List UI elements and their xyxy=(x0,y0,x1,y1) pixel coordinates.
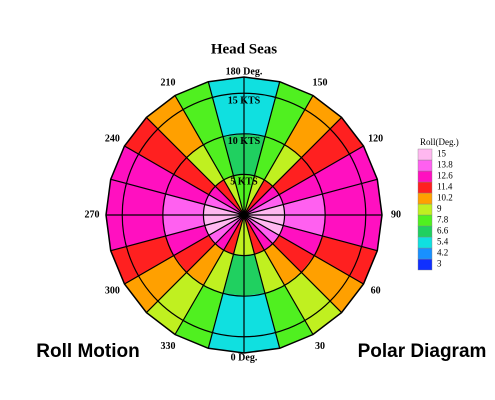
corner-label: Polar Diagram xyxy=(358,341,487,362)
spoke xyxy=(145,214,245,314)
legend-label: 6.6 xyxy=(437,226,449,236)
legend-swatch xyxy=(417,148,433,161)
angle-label: 330 xyxy=(161,341,176,352)
legend-swatch xyxy=(417,170,433,183)
spoke xyxy=(110,214,245,252)
spoke xyxy=(174,95,245,216)
spoke xyxy=(243,116,343,216)
legend-label: 12.6 xyxy=(437,171,453,181)
legend-label: 7.8 xyxy=(437,215,449,225)
angle-label: 270 xyxy=(85,209,100,220)
legend-swatch xyxy=(417,225,433,238)
legend-label: 9 xyxy=(437,204,442,214)
spoke xyxy=(145,116,245,216)
spoke xyxy=(124,145,245,216)
angle-label: 30 xyxy=(315,341,325,352)
ring-grid xyxy=(202,173,286,257)
spoke xyxy=(243,214,343,314)
legend-label: 3 xyxy=(437,259,442,269)
angle-label: 0 Deg. xyxy=(231,352,258,363)
legend-swatch xyxy=(417,181,433,194)
spoke xyxy=(243,178,378,216)
angle-label: 150 xyxy=(313,78,328,89)
angle-label: 120 xyxy=(368,133,383,144)
ring-label: 10 KTS xyxy=(228,136,261,147)
angle-label: 240 xyxy=(105,133,120,144)
angle-label: 90 xyxy=(391,209,401,220)
legend-swatch xyxy=(417,192,433,205)
angle-label: 300 xyxy=(105,285,120,296)
spoke xyxy=(124,214,245,285)
ring-grid xyxy=(162,133,326,297)
legend-label: 10.2 xyxy=(437,193,453,203)
angle-label: 210 xyxy=(161,78,176,89)
legend-swatch xyxy=(417,203,433,216)
legend-swatch xyxy=(417,258,433,271)
spoke xyxy=(207,81,245,216)
legend-swatch xyxy=(417,214,433,227)
legend-title: Roll(Deg.) xyxy=(420,137,459,147)
ring-label: 5 KTS xyxy=(230,177,258,188)
angle-label: 60 xyxy=(371,285,381,296)
legend-label: 11.4 xyxy=(437,182,453,192)
legend-swatch xyxy=(417,159,433,172)
spoke xyxy=(243,214,364,285)
spoke xyxy=(243,214,281,349)
spoke xyxy=(243,145,364,216)
angle-label: 180 Deg. xyxy=(226,66,263,77)
chart-title: Head Seas xyxy=(211,41,277,57)
legend-swatch xyxy=(417,247,433,260)
spoke xyxy=(243,214,378,252)
spoke xyxy=(243,214,314,335)
spoke xyxy=(174,214,245,335)
spoke xyxy=(110,178,245,216)
spoke xyxy=(207,214,245,349)
legend-label: 5.4 xyxy=(437,237,449,247)
spoke xyxy=(243,95,314,216)
spoke xyxy=(243,81,281,216)
ring-grid xyxy=(121,92,367,338)
legend-label: 15 xyxy=(437,149,447,159)
legend-label: 4.2 xyxy=(437,248,448,258)
legend-swatch xyxy=(417,236,433,249)
ring-label: 15 KTS xyxy=(228,96,261,107)
corner-label: Roll Motion xyxy=(36,341,139,362)
outer-border xyxy=(105,76,383,354)
legend-label: 13.8 xyxy=(437,160,453,170)
